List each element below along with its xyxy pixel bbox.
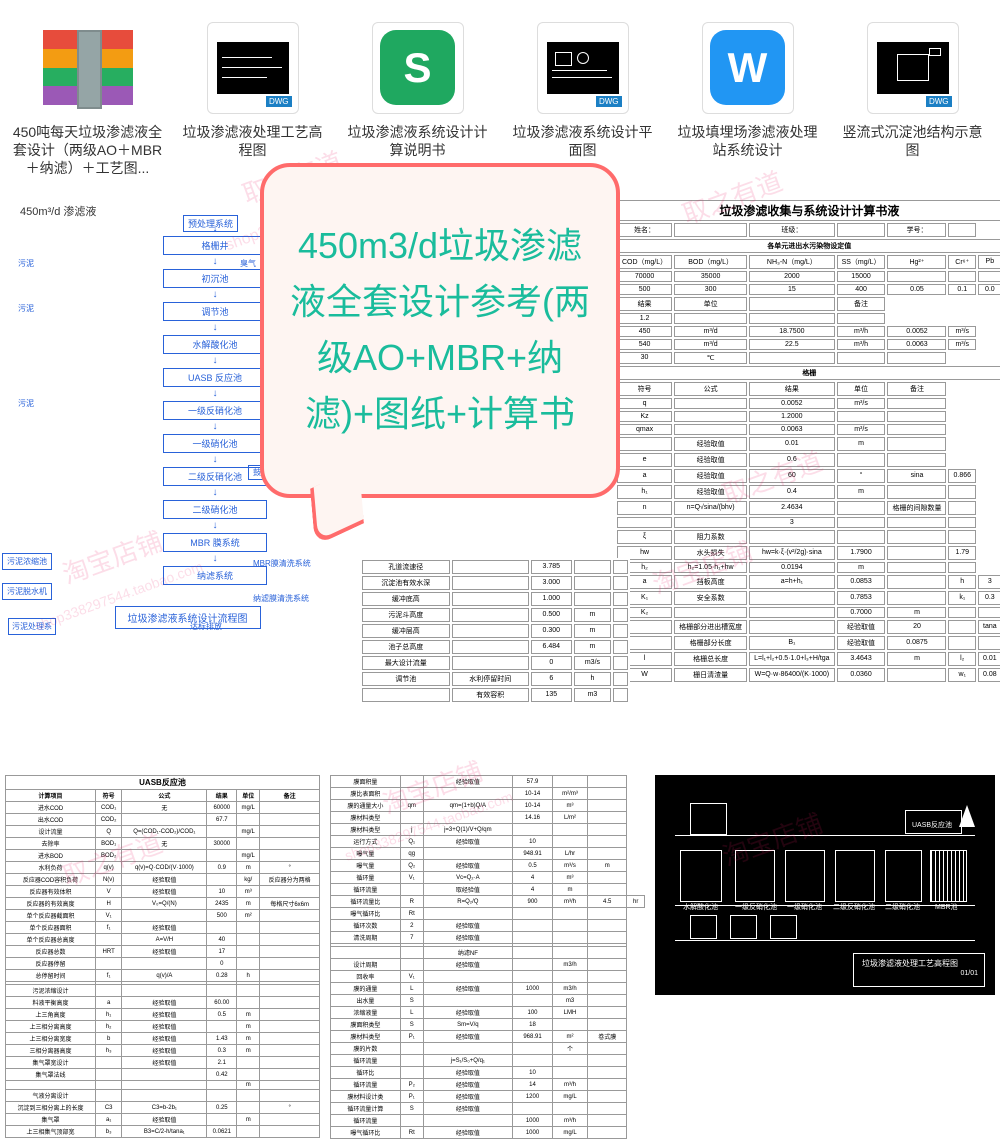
flow-caption: 垃圾渗滤液系统设计流程图 xyxy=(115,606,261,629)
file-item-dwg[interactable]: DWG 竖流式沉淀池结构示意图 xyxy=(838,20,988,178)
flow-step: 格栅井 xyxy=(163,236,267,255)
bottom-table-left: UASB反应池 计算项目符号公式结果单位备注 进水CODCOD₁无60000mg… xyxy=(0,770,325,1000)
file-item-doc[interactable]: W 垃圾填埋场渗滤液处理站系统设计 xyxy=(673,20,823,178)
callout-text: 450m3/d垃圾渗滤液全套设计参考(两级AO+MBR+纳滤)+图纸+计算书 xyxy=(284,218,596,441)
content-area: 取之有道 shop338297544.taobao.com 取之有道 淘宝店铺 … xyxy=(0,188,1000,788)
flow-step: 纳滤系统 xyxy=(163,566,267,585)
file-item-dwg[interactable]: DWG 垃圾渗滤液系统设计平面图 xyxy=(508,20,658,178)
cad-elevation-drawing: UASB反应池 水解酸化池 一级反硝化池 一级硝化池 二级反硝化池 二级硝化池 … xyxy=(655,775,995,995)
file-label: 垃圾填埋场渗滤液处理站系统设计 xyxy=(673,123,823,159)
flow-step: UASB 反应池 xyxy=(163,368,267,387)
file-label: 垃圾渗滤液系统设计平面图 xyxy=(508,123,658,159)
spreadsheet-icon: S xyxy=(380,30,455,105)
calculation-table-main: 垃圾渗滤收集与系统设计计算书液 姓名：班级：学号： 各单元进出水污染物设定值 C… xyxy=(615,198,985,684)
file-item-archive[interactable]: 450吨每天垃圾渗滤液全套设计（两级AO＋MBR＋纳滤）＋工艺图... xyxy=(13,20,163,178)
flow-step: MBR 膜系统 xyxy=(163,533,267,552)
file-item-dwg[interactable]: DWG 垃圾渗滤液处理工艺高程图 xyxy=(178,20,328,178)
flow-step: 一级硝化池 xyxy=(163,434,267,453)
dwg-icon: DWG xyxy=(867,22,959,114)
archive-icon xyxy=(43,30,133,105)
bottom-area: UASB反应池 计算项目符号公式结果单位备注 进水CODCOD₁无60000mg… xyxy=(0,770,1000,1000)
flow-step: 二级硝化池 xyxy=(163,500,267,519)
bottom-table-mid: 膜面积量经验取值57.9膜比表面积10-14m²/m³膜的通量大小qmqm=(1… xyxy=(325,770,650,1000)
dwg-icon: DWG xyxy=(207,22,299,114)
file-label: 竖流式沉淀池结构示意图 xyxy=(838,123,988,159)
flow-step: 一级反硝化池 xyxy=(163,401,267,420)
file-label: 垃圾渗滤液处理工艺高程图 xyxy=(178,123,328,159)
file-label: 垃圾渗滤液系统设计计算说明书 xyxy=(343,123,493,159)
dwg-icon: DWG xyxy=(537,22,629,114)
file-label: 450吨每天垃圾渗滤液全套设计（两级AO＋MBR＋纳滤）＋工艺图... xyxy=(13,123,163,178)
mid-table: 孔道流速径3.785沉淀池有效水深3.000缓冲底高1.000污泥斗高度0.50… xyxy=(360,558,630,704)
file-thumbnails-row: 450吨每天垃圾渗滤液全套设计（两级AO＋MBR＋纳滤）＋工艺图... DWG … xyxy=(0,0,1000,188)
doc-icon: W xyxy=(710,30,785,105)
flow-step: 水解酸化池 xyxy=(163,335,267,354)
flow-step: 初沉池 xyxy=(163,269,267,288)
title-callout: 450m3/d垃圾渗滤液全套设计参考(两级AO+MBR+纳滤)+图纸+计算书 xyxy=(260,163,630,543)
flow-step: 调节池 xyxy=(163,302,267,321)
file-item-spreadsheet[interactable]: S 垃圾渗滤液系统设计计算说明书 xyxy=(343,20,493,178)
